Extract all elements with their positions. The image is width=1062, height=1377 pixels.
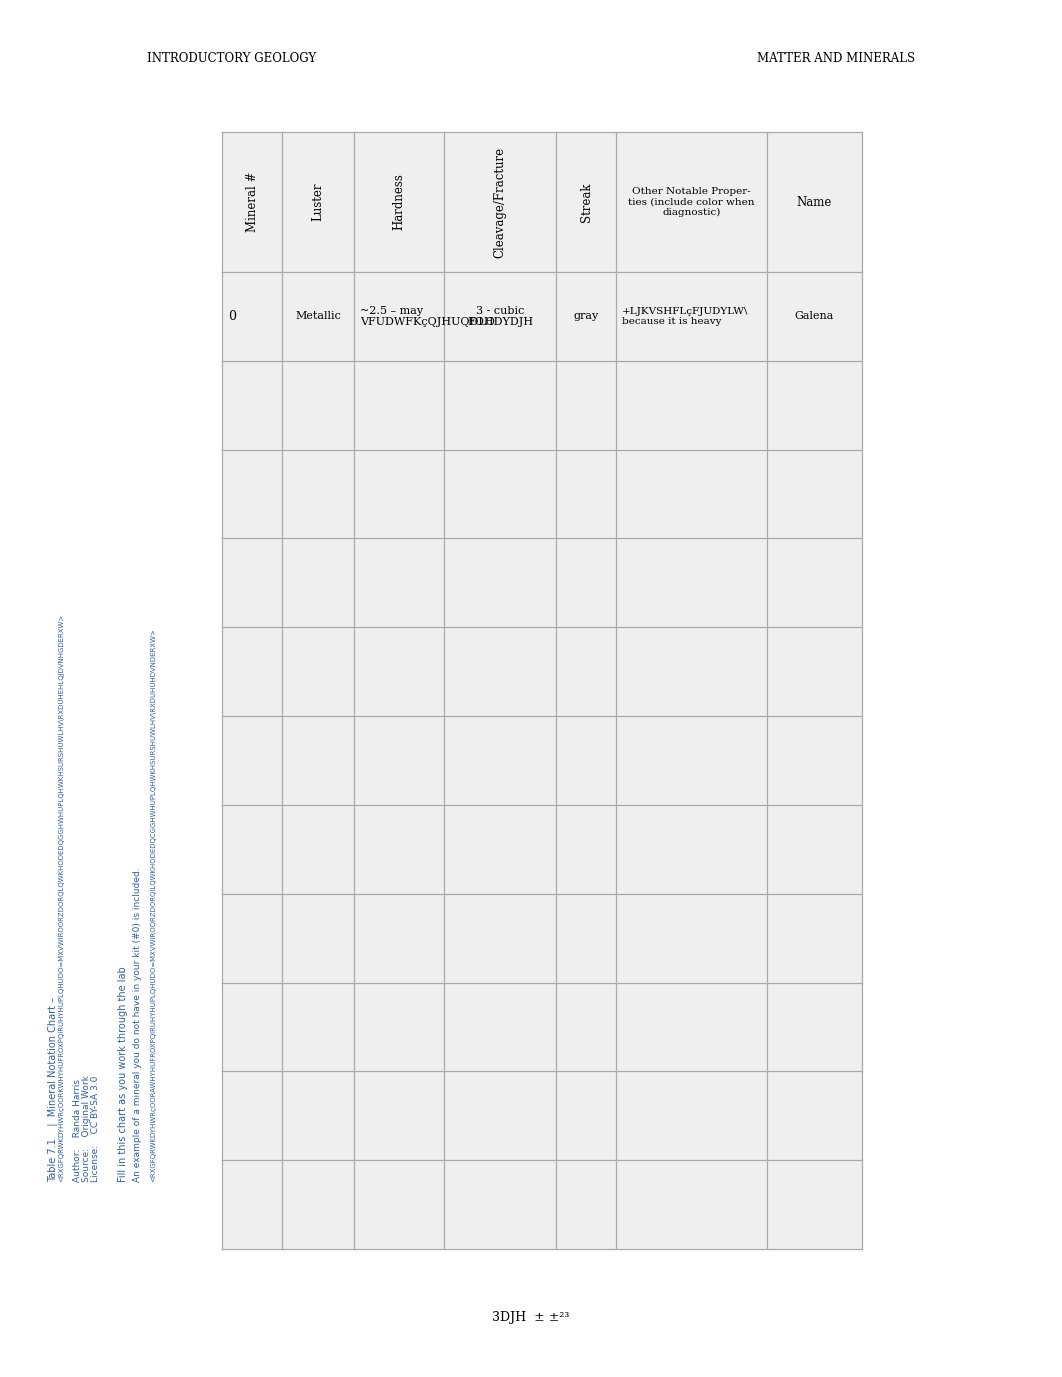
Text: MATTER AND MINERALS: MATTER AND MINERALS [757,52,915,66]
Text: Mineral #: Mineral # [245,172,258,233]
Text: Fill in this chart as you work through the lab: Fill in this chart as you work through t… [118,967,129,1181]
Text: <RXGFQRWKDYHWRçOORKWHYHUFROXPQIRUHYHUPLQHUDO=MXVWIROORZDORQLQWKHODEDQGGHWHUPLQHW: <RXGFQRWKDYHWRçOORKWHYHUFROXPQIRUHYHUPLQ… [58,614,64,1181]
Text: Metallic: Metallic [295,311,341,321]
Text: ~2.5 – may
VFUDWFKçQJHUQDLO: ~2.5 – may VFUDWFKçQJHUQDLO [360,306,495,328]
Text: 3DJH  ± ±²³: 3DJH ± ±²³ [493,1311,569,1323]
Bar [222,132,862,1249]
Text: Hardness: Hardness [393,174,406,230]
Text: Other Notable Proper-
ties (include color when
diagnostic): Other Notable Proper- ties (include colo… [629,187,755,218]
Text: Source:    Original Work: Source: Original Work [82,1075,91,1181]
Text: gray: gray [573,311,599,321]
Text: <RXGFQRWKDYHWRçOORAWHYHUFROXPQIRUHYHUPLQHUDO=MXVWIROORZDORQILQWKHODEDQCGGHWHUPLQ: <RXGFQRWKDYHWRçOORAWHYHUFROXPQIRUHYHUPLQ… [150,628,156,1181]
Text: 0: 0 [228,310,236,324]
Text: Name: Name [796,196,832,208]
Text: Cleavage/Fracture: Cleavage/Fracture [494,146,507,257]
Text: +LJKVSHFLçFJUDYLW\
because it is heavy: +LJKVSHFLçFJUDYLW\ because it is heavy [622,307,749,326]
Text: Author:    Randa Harris: Author: Randa Harris [73,1080,82,1181]
Text: 3 - cubic
FOHDYDJH: 3 - cubic FOHDYDJH [467,306,533,328]
Text: Table 7.1    |  Mineral Notation Chart –: Table 7.1 | Mineral Notation Chart – [48,997,58,1181]
Text: INTRODUCTORY GEOLOGY: INTRODUCTORY GEOLOGY [147,52,316,66]
Text: An example of a mineral you do not have in your kit (#0) is included.: An example of a mineral you do not have … [133,868,142,1181]
Text: Streak: Streak [580,182,593,222]
Text: License:    CC BY-SA 3.0: License: CC BY-SA 3.0 [91,1075,100,1181]
Text: Luster: Luster [312,183,325,222]
Text: Galena: Galena [794,311,834,321]
